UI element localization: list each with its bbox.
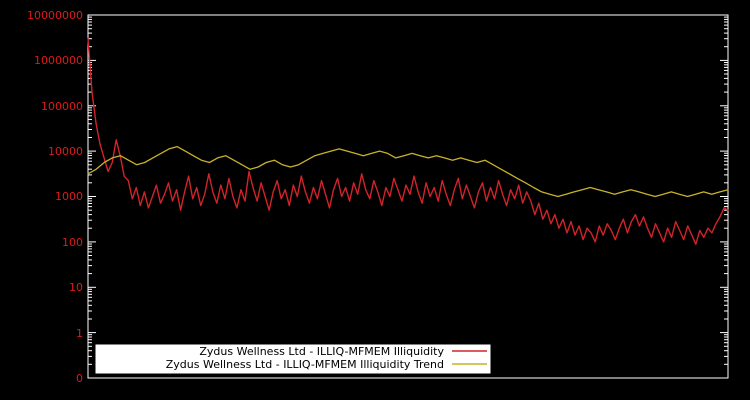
legend-label-illiquidity: Zydus Wellness Ltd - ILLIQ-MFMEM Illiqui… bbox=[199, 345, 444, 358]
legend: Zydus Wellness Ltd - ILLIQ-MFMEM Illiqui… bbox=[94, 343, 492, 375]
y-tick-label: 1 bbox=[76, 327, 83, 340]
y-axis-labels: 10000000 1000000 100000 10000 1000 100 1… bbox=[27, 9, 83, 385]
axis-minor-ticks bbox=[88, 16, 728, 365]
series-line-0 bbox=[87, 38, 729, 245]
y-tick-label: 1000000 bbox=[34, 54, 83, 67]
y-tick-label: 10000 bbox=[48, 145, 83, 158]
legend-label-trend: Zydus Wellness Ltd - ILLIQ-MFMEM Illiqui… bbox=[166, 358, 444, 371]
y-tick-label: 100000 bbox=[41, 100, 83, 113]
y-tick-label: 10000000 bbox=[27, 9, 83, 22]
y-tick-label: 10 bbox=[69, 281, 83, 294]
y-tick-label: 1000 bbox=[55, 190, 83, 203]
y-tick-label: 100 bbox=[62, 236, 83, 249]
y-tick-label: 0 bbox=[76, 372, 83, 385]
series-line-1 bbox=[87, 145, 729, 198]
legend-box bbox=[94, 343, 492, 375]
axis-ticks bbox=[88, 14, 728, 379]
